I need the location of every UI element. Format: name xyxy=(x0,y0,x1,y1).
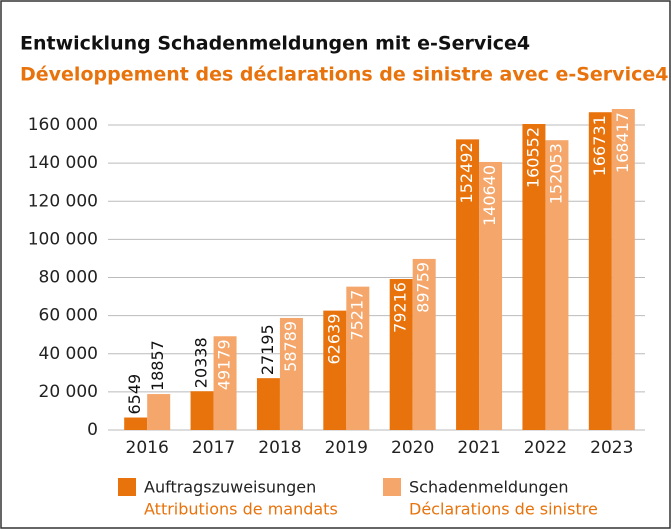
bar xyxy=(611,109,635,430)
y-tick-label: 60 000 xyxy=(39,306,98,326)
data-label: 62639 xyxy=(324,314,343,365)
data-label: 20338 xyxy=(192,337,211,388)
x-tick-label: 2023 xyxy=(590,438,633,458)
y-tick-label: 120 000 xyxy=(28,191,98,211)
data-label: 18857 xyxy=(148,340,167,391)
y-tick-label: 40 000 xyxy=(39,344,98,364)
legend-swatch xyxy=(383,478,401,496)
bar xyxy=(323,310,347,430)
data-label: 168417 xyxy=(613,112,632,173)
legend-label: Auftragszuweisungen xyxy=(144,478,316,497)
data-label: 166731 xyxy=(590,115,609,176)
bar xyxy=(147,394,171,430)
data-label: 140640 xyxy=(480,165,499,226)
data-label: 75217 xyxy=(347,290,366,341)
bar xyxy=(190,391,214,430)
legend-swatch xyxy=(118,478,136,496)
bar xyxy=(124,417,148,430)
chart-title: Entwicklung Schadenmeldungen mit e-Servi… xyxy=(20,33,530,55)
data-label: 152053 xyxy=(546,143,565,204)
legend-label: Schadenmeldungen xyxy=(409,478,569,497)
bar xyxy=(412,258,436,430)
x-tick-label: 2021 xyxy=(457,438,500,458)
y-tick-label: 20 000 xyxy=(39,382,98,402)
x-tick-label: 2022 xyxy=(524,438,567,458)
y-tick-label: 0 xyxy=(87,420,98,440)
y-tick-label: 160 000 xyxy=(28,115,98,135)
x-tick-label: 2018 xyxy=(258,438,301,458)
data-label: 89759 xyxy=(414,262,433,313)
data-label: 27195 xyxy=(258,324,277,375)
bar xyxy=(522,124,546,430)
bar xyxy=(279,317,303,430)
legend-sublabel: Déclarations de sinistre xyxy=(409,500,598,519)
bar xyxy=(545,140,569,430)
bar xyxy=(389,279,413,430)
x-tick-label: 2017 xyxy=(192,438,235,458)
bar xyxy=(588,112,612,430)
bar xyxy=(456,139,480,430)
y-tick-label: 100 000 xyxy=(28,229,98,249)
chart-subtitle: Développement des déclarations de sinist… xyxy=(20,64,668,86)
x-tick-label: 2019 xyxy=(325,438,368,458)
x-tick-label: 2020 xyxy=(391,438,434,458)
bar xyxy=(479,161,503,430)
bar xyxy=(256,378,280,430)
data-label: 49179 xyxy=(215,339,234,390)
y-tick-label: 140 000 xyxy=(28,153,98,173)
legend-sublabel: Attributions de mandats xyxy=(144,500,338,519)
data-label: 152492 xyxy=(457,142,476,203)
data-label: 79216 xyxy=(391,282,410,333)
bar xyxy=(213,336,237,430)
data-label: 160552 xyxy=(523,127,542,188)
data-label: 6549 xyxy=(125,374,144,415)
data-label: 58789 xyxy=(281,321,300,372)
x-tick-label: 2016 xyxy=(126,438,169,458)
y-tick-label: 80 000 xyxy=(39,268,98,288)
bar xyxy=(346,286,370,430)
